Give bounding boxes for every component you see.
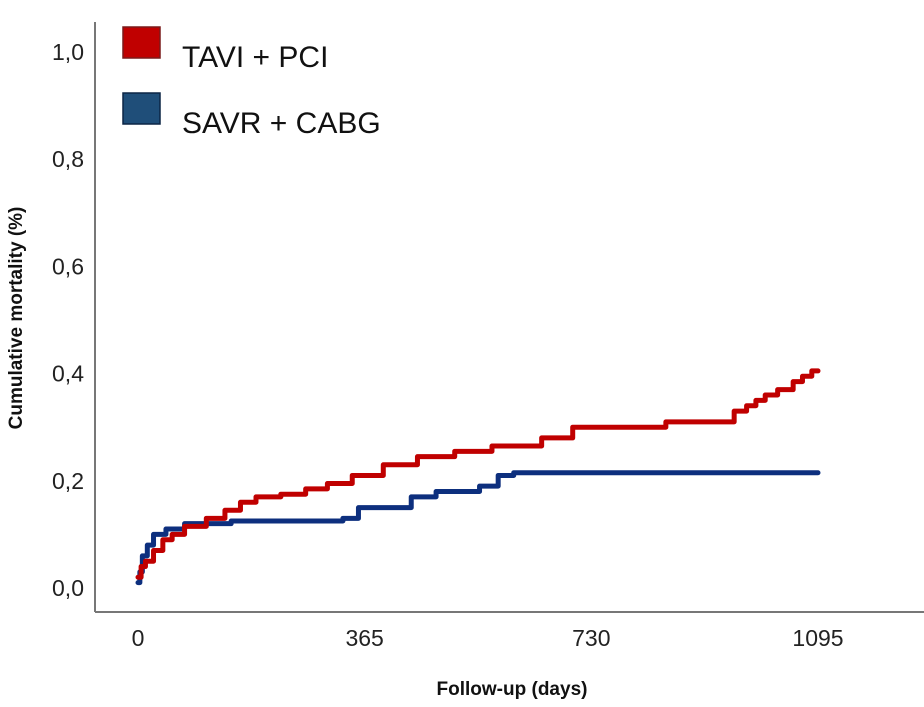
y-tick-label: 1,0: [52, 39, 84, 65]
legend-label-tavi-pci: TAVI + PCI: [182, 41, 328, 74]
x-tick-label: 365: [345, 625, 383, 651]
y-tick-labels: 0,0 0,2 0,4 0,6 0,8 1,0: [52, 39, 84, 601]
y-tick-label: 0,6: [52, 253, 84, 279]
y-tick-label: 0,4: [52, 361, 84, 387]
y-axis-title: Cumulative mortality (%): [6, 207, 27, 430]
x-tick-label: 0: [132, 625, 145, 651]
legend-label-savr-cabg: SAVR + CABG: [182, 107, 381, 140]
series-line-savr-cabg: [135, 470, 821, 586]
x-axis-title: Follow-up (days): [437, 679, 588, 700]
y-tick-label: 0,0: [52, 575, 84, 601]
survival-curves: [135, 368, 821, 586]
legend-swatch-tavi-pci: [122, 26, 161, 59]
x-tick-label: 730: [572, 625, 610, 651]
legend: TAVI + PCI SAVR + CABG: [122, 26, 381, 140]
series-line-tavi-pci: [135, 368, 821, 580]
legend-swatch-savr-cabg: [122, 92, 161, 125]
y-tick-label: 0,8: [52, 146, 84, 172]
x-tick-labels: 0 365 730 1095: [132, 625, 844, 651]
y-tick-label: 0,2: [52, 468, 84, 494]
x-tick-label: 1095: [792, 625, 843, 651]
axes: [94, 22, 924, 613]
